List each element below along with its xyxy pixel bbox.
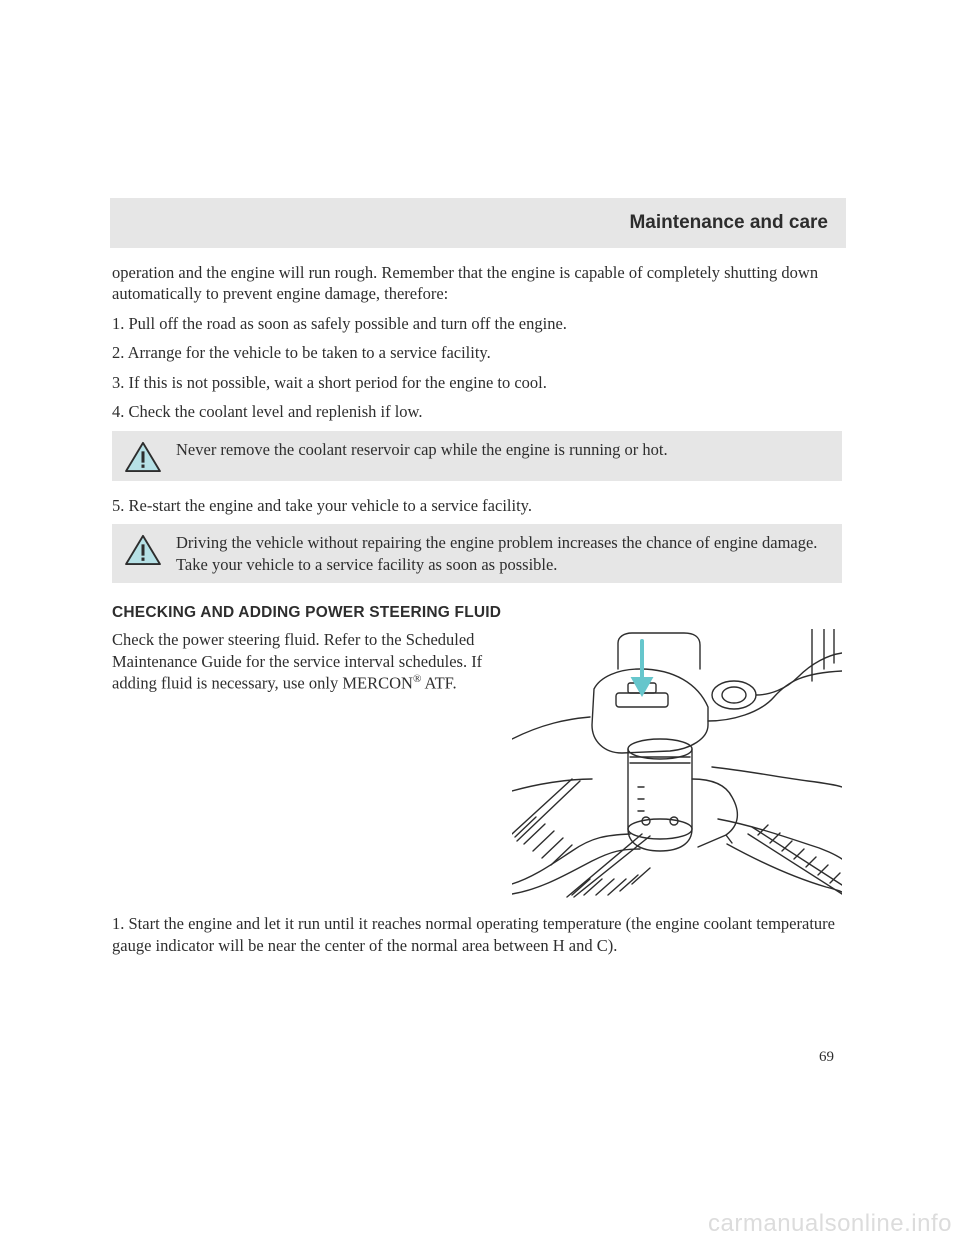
warning-icon [124,441,162,473]
step-4: 4. Check the coolant level and replenish… [112,401,842,422]
power-steering-text: Check the power steering fluid. Refer to… [112,629,500,899]
step-3: 3. If this is not possible, wait a short… [112,372,842,393]
warning-text-2: Driving the vehicle without repairing th… [176,532,828,575]
section-heading: CHECKING AND ADDING POWER STEERING FLUID [112,603,842,623]
step-2: 2. Arrange for the vehicle to be taken t… [112,342,842,363]
chapter-title: Maintenance and care [629,212,828,234]
step-1: 1. Pull off the road as soon as safely p… [112,313,842,334]
warning-text-1: Never remove the coolant reservoir cap w… [176,439,828,460]
chapter-header: Maintenance and care [110,198,846,248]
step-5: 5. Re-start the engine and take your veh… [112,495,842,516]
warning-icon [124,534,162,566]
paragraph-intro: operation and the engine will run rough.… [112,262,842,305]
watermark: carmanualsonline.info [708,1210,952,1238]
content: operation and the engine will run rough.… [112,262,842,964]
page: Maintenance and care operation and the e… [0,0,960,1242]
power-steering-row: Check the power steering fluid. Refer to… [112,629,842,899]
engine-illustration [512,629,842,899]
ps-text-b: ATF. [421,673,456,692]
step-after-figure: 1. Start the engine and let it run until… [112,913,842,956]
warning-box-1: Never remove the coolant reservoir cap w… [112,431,842,481]
page-number: 69 [819,1049,834,1066]
warning-box-2: Driving the vehicle without repairing th… [112,524,842,583]
